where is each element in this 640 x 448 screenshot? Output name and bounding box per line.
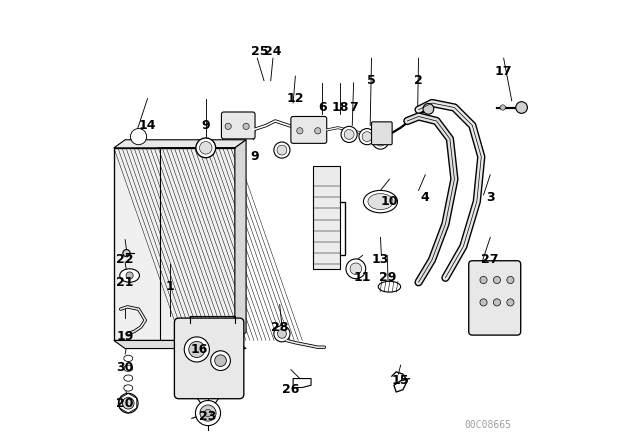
- Circle shape: [376, 136, 385, 146]
- Circle shape: [126, 272, 133, 279]
- Text: 29: 29: [378, 271, 396, 284]
- Text: 20: 20: [116, 396, 134, 410]
- Text: 26: 26: [282, 383, 300, 396]
- Circle shape: [200, 142, 212, 154]
- Polygon shape: [114, 140, 246, 148]
- Text: 17: 17: [495, 65, 513, 78]
- Text: 2: 2: [414, 74, 423, 87]
- Ellipse shape: [124, 385, 132, 391]
- Circle shape: [359, 129, 375, 145]
- Circle shape: [204, 409, 212, 417]
- Polygon shape: [114, 340, 246, 349]
- Circle shape: [500, 105, 506, 110]
- Circle shape: [350, 263, 362, 275]
- Ellipse shape: [124, 375, 132, 381]
- Circle shape: [493, 276, 500, 284]
- Ellipse shape: [378, 281, 401, 292]
- Circle shape: [362, 132, 372, 142]
- Circle shape: [480, 299, 487, 306]
- Circle shape: [274, 142, 290, 158]
- FancyBboxPatch shape: [291, 116, 327, 143]
- Circle shape: [215, 355, 227, 366]
- Text: 6: 6: [318, 101, 326, 114]
- Ellipse shape: [364, 190, 397, 213]
- Text: 13: 13: [372, 253, 389, 267]
- Text: 1: 1: [166, 280, 174, 293]
- Text: 19: 19: [116, 329, 134, 343]
- Text: 12: 12: [287, 92, 304, 105]
- Bar: [114, 148, 235, 340]
- Text: 30: 30: [116, 361, 134, 374]
- Circle shape: [189, 341, 205, 358]
- Circle shape: [423, 103, 434, 114]
- Circle shape: [131, 129, 147, 145]
- FancyBboxPatch shape: [468, 261, 521, 335]
- Circle shape: [122, 397, 134, 409]
- Circle shape: [225, 123, 231, 129]
- Circle shape: [277, 145, 287, 155]
- Bar: [314, 166, 340, 269]
- Text: 7: 7: [349, 101, 358, 114]
- Circle shape: [341, 126, 357, 142]
- Circle shape: [344, 129, 354, 139]
- Polygon shape: [235, 140, 246, 340]
- Ellipse shape: [120, 269, 140, 282]
- Circle shape: [372, 133, 388, 149]
- Text: 27: 27: [481, 253, 499, 267]
- Text: 16: 16: [190, 343, 208, 356]
- Text: 9: 9: [202, 119, 210, 132]
- Text: 5: 5: [367, 74, 376, 87]
- Circle shape: [200, 405, 216, 421]
- FancyBboxPatch shape: [371, 122, 392, 145]
- Text: 23: 23: [199, 410, 217, 423]
- Text: 28: 28: [271, 320, 289, 334]
- Circle shape: [196, 138, 216, 158]
- Ellipse shape: [368, 194, 393, 210]
- Text: 11: 11: [354, 271, 371, 284]
- Text: 10: 10: [381, 195, 398, 208]
- Circle shape: [507, 299, 514, 306]
- Text: 21: 21: [116, 276, 134, 289]
- Circle shape: [278, 329, 287, 338]
- Text: 00C08665: 00C08665: [465, 420, 511, 430]
- Text: 3: 3: [486, 190, 495, 204]
- Circle shape: [346, 259, 365, 279]
- Circle shape: [184, 337, 209, 362]
- Circle shape: [516, 102, 527, 113]
- Circle shape: [507, 276, 514, 284]
- Circle shape: [315, 128, 321, 134]
- Text: 18: 18: [332, 101, 349, 114]
- Circle shape: [480, 276, 487, 284]
- Ellipse shape: [124, 365, 132, 371]
- Circle shape: [274, 326, 290, 342]
- Circle shape: [493, 299, 500, 306]
- Circle shape: [195, 401, 221, 426]
- Text: 25: 25: [251, 45, 268, 58]
- Circle shape: [297, 128, 303, 134]
- Text: 22: 22: [116, 253, 134, 267]
- Ellipse shape: [124, 355, 132, 362]
- Circle shape: [118, 393, 138, 413]
- Text: 4: 4: [421, 190, 429, 204]
- Text: 14: 14: [139, 119, 156, 132]
- Text: 24: 24: [264, 45, 282, 58]
- Circle shape: [123, 250, 130, 257]
- FancyBboxPatch shape: [174, 318, 244, 399]
- Text: 9: 9: [251, 150, 259, 164]
- Circle shape: [243, 123, 249, 129]
- Text: 15: 15: [392, 374, 410, 388]
- Circle shape: [211, 351, 230, 370]
- FancyBboxPatch shape: [221, 112, 255, 139]
